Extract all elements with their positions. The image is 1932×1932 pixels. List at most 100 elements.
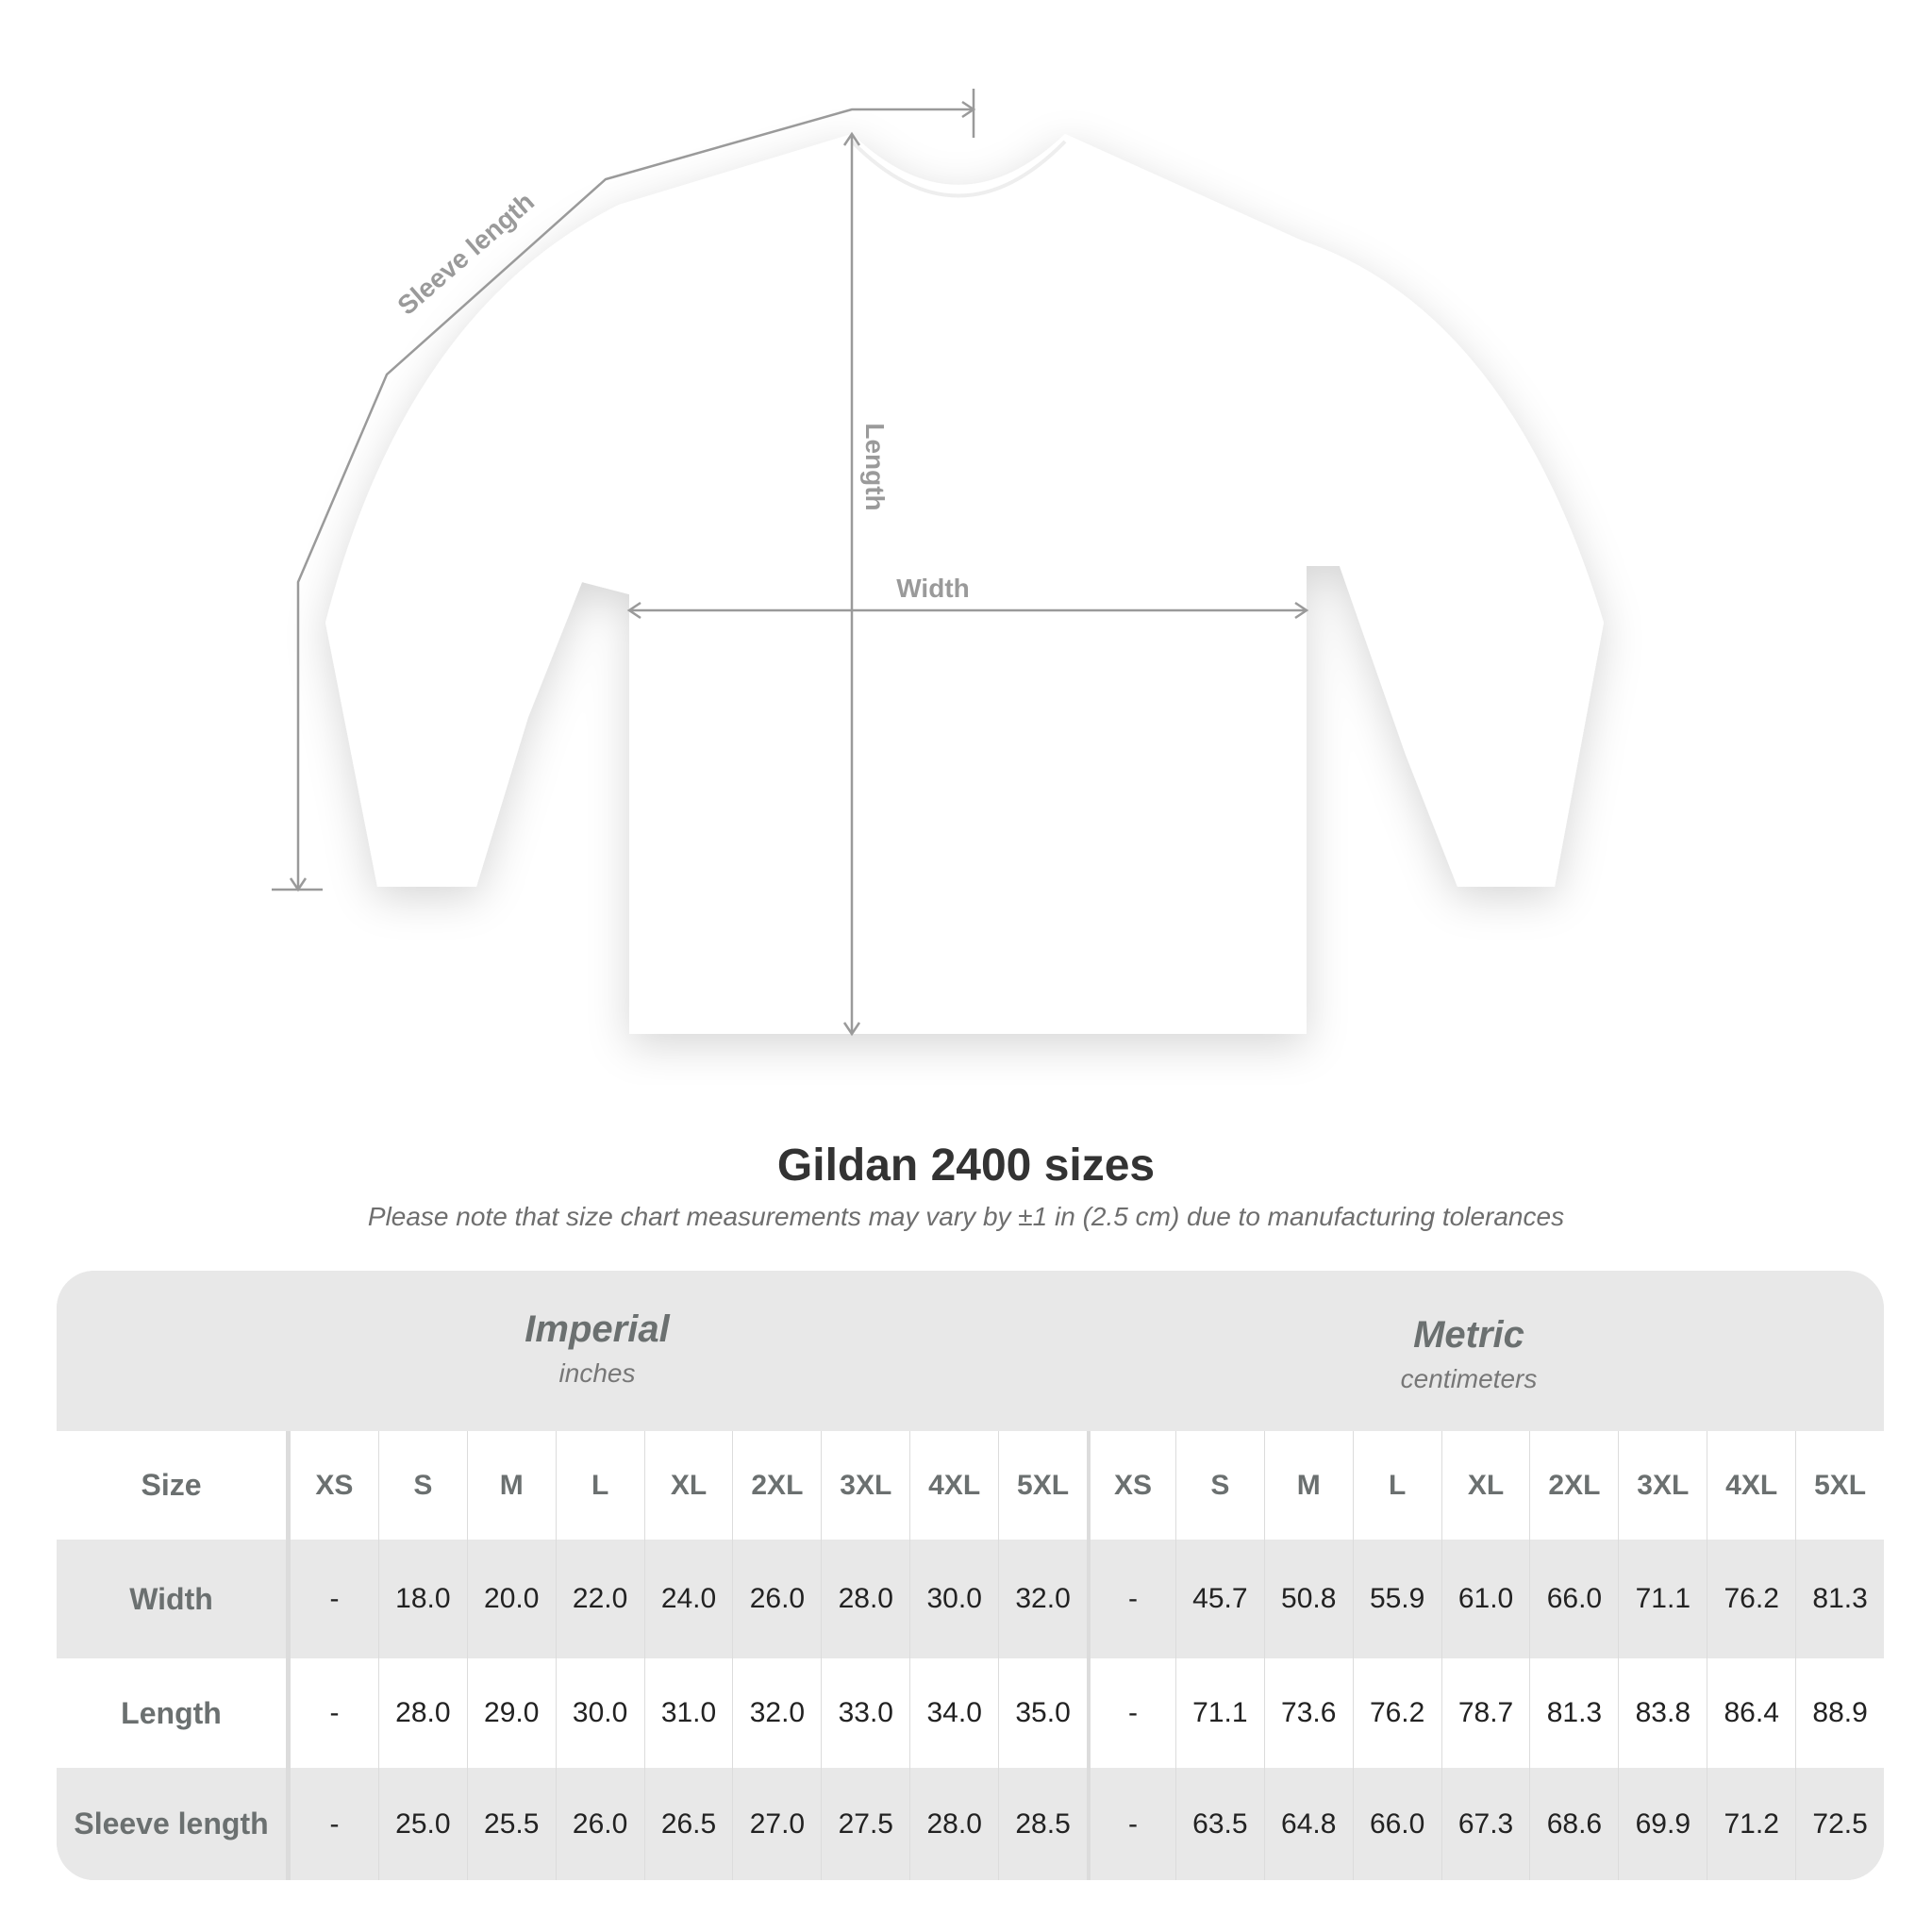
- table-cell: 88.9: [1795, 1658, 1884, 1768]
- size-column-header: 3XL: [1618, 1431, 1707, 1540]
- metric-title: Metric: [1413, 1314, 1524, 1356]
- metric-unit: centimeters: [1400, 1364, 1538, 1393]
- table-cell: 24.0: [643, 1540, 733, 1658]
- arrowhead-icon: [1294, 601, 1309, 620]
- table-cell: 45.7: [1174, 1540, 1264, 1658]
- arrowhead-icon: [289, 877, 308, 892]
- table-cell: 69.9: [1618, 1768, 1707, 1880]
- arrowhead-icon: [626, 601, 641, 620]
- table-row: Width -18.0 20.0 22.0 24.0 26.0 28.0 30.0 32.0-4…: [57, 1540, 1884, 1658]
- size-column-header: S: [377, 1431, 467, 1540]
- imperial-title: Imperial: [525, 1308, 670, 1350]
- metric-header: Metric centimeters: [1186, 1314, 1752, 1394]
- table-cell: 28.0: [377, 1658, 467, 1768]
- size-column-header: XL: [643, 1431, 733, 1540]
- table-cell: 26.0: [555, 1768, 644, 1880]
- table-cell: 26.5: [643, 1768, 733, 1880]
- size-column-header: 5XL: [998, 1431, 1087, 1540]
- size-column-header: 2XL: [732, 1431, 821, 1540]
- table-cell: 20.0: [466, 1540, 556, 1658]
- table-cell: 71.1: [1618, 1540, 1707, 1658]
- table-cell: 67.3: [1441, 1768, 1530, 1880]
- table-cell: 76.2: [1707, 1540, 1795, 1658]
- table-cell: 72.5: [1795, 1768, 1884, 1880]
- size-column-header: XL: [1441, 1431, 1530, 1540]
- imperial-unit: inches: [558, 1358, 636, 1388]
- imperial-header: Imperial inches: [314, 1308, 880, 1389]
- arrowhead-icon: [842, 1022, 861, 1037]
- row-label: Length: [57, 1658, 290, 1768]
- size-column-header: 2XL: [1529, 1431, 1618, 1540]
- table-cell: 71.1: [1174, 1658, 1264, 1768]
- size-column-header: M: [1263, 1431, 1353, 1540]
- row-label: Size: [57, 1431, 290, 1540]
- table-cell: -: [290, 1768, 378, 1880]
- table-cell: 25.5: [466, 1768, 556, 1880]
- shirt-shape: [325, 134, 1604, 1034]
- table-cell: 28.0: [909, 1768, 998, 1880]
- table-cell: 31.0: [643, 1658, 733, 1768]
- size-column-header: S: [1174, 1431, 1264, 1540]
- table-cell: 30.0: [555, 1658, 644, 1768]
- arrowhead-icon: [961, 100, 976, 119]
- size-column-header: XS: [1087, 1431, 1175, 1540]
- row-label: Sleeve length: [57, 1768, 290, 1880]
- table-cell: 25.0: [377, 1768, 467, 1880]
- tolerance-note: Please note that size chart measurements…: [367, 1202, 1565, 1231]
- page-title: Gildan 2400 sizes: [776, 1141, 1156, 1191]
- table-cell: 28.0: [821, 1540, 909, 1658]
- unit-header-band: Imperial inches Metric centimeters: [57, 1271, 1884, 1431]
- table-cell: 66.0: [1352, 1768, 1441, 1880]
- arrowhead-icon: [842, 131, 861, 146]
- length-label: Length: [860, 423, 890, 510]
- row-label: Width: [57, 1540, 290, 1658]
- size-column-header: 4XL: [1707, 1431, 1795, 1540]
- table-cell: 61.0: [1441, 1540, 1530, 1658]
- table-row: Sleeve length -25.0 25.5 26.0 26.5 27.0 27.5 28…: [57, 1768, 1884, 1880]
- table-cell: 34.0: [909, 1658, 998, 1768]
- table-cell: -: [1087, 1540, 1175, 1658]
- table-cell: 29.0: [466, 1658, 556, 1768]
- size-column-header: 3XL: [821, 1431, 909, 1540]
- table-cell: 86.4: [1707, 1658, 1795, 1768]
- table-cell: 50.8: [1263, 1540, 1353, 1658]
- table-cell: -: [290, 1540, 378, 1658]
- size-column-header: L: [555, 1431, 644, 1540]
- table-cell: 35.0: [998, 1658, 1087, 1768]
- table-cell: 83.8: [1618, 1658, 1707, 1768]
- size-column-header: L: [1352, 1431, 1441, 1540]
- table-cell: -: [290, 1658, 378, 1768]
- long-sleeve-shirt-diagram: Sleeve length Length Width: [272, 89, 1604, 1037]
- table-cell: 27.5: [821, 1768, 909, 1880]
- table-cell: 27.0: [732, 1768, 821, 1880]
- size-column-header: XS: [290, 1431, 378, 1540]
- size-column-header: 4XL: [909, 1431, 998, 1540]
- table-cell: -: [1087, 1768, 1175, 1880]
- table-row: Length -28.0 29.0 30.0 31.0 32.0 33.0 34.0 35.0-…: [57, 1658, 1884, 1768]
- table-cell: 55.9: [1352, 1540, 1441, 1658]
- table-cell: 73.6: [1263, 1658, 1353, 1768]
- table-cell: 71.2: [1707, 1768, 1795, 1880]
- table-cell: 22.0: [555, 1540, 644, 1658]
- table-cell: 32.0: [732, 1658, 821, 1768]
- size-column-header: M: [466, 1431, 556, 1540]
- table-cell: 28.5: [998, 1768, 1087, 1880]
- sleeve-measure-line: [296, 108, 974, 890]
- width-label: Width: [896, 574, 970, 603]
- size-header-row: Size XS S M L XL 2XL 3XL 4XL 5XL XS S M L XL 2XL 3XL 4XL 5…: [57, 1431, 1884, 1540]
- table-cell: 30.0: [909, 1540, 998, 1658]
- size-column-header: 5XL: [1795, 1431, 1884, 1540]
- table-cell: 68.6: [1529, 1768, 1618, 1880]
- table-cell: 63.5: [1174, 1768, 1264, 1880]
- table-cell: 33.0: [821, 1658, 909, 1768]
- table-cell: 32.0: [998, 1540, 1087, 1658]
- table-cell: 81.3: [1795, 1540, 1884, 1658]
- table-cell: -: [1087, 1658, 1175, 1768]
- table-cell: 64.8: [1263, 1768, 1353, 1880]
- table-cell: 81.3: [1529, 1658, 1618, 1768]
- table-cell: 76.2: [1352, 1658, 1441, 1768]
- table-cell: 66.0: [1529, 1540, 1618, 1658]
- table-cell: 78.7: [1441, 1658, 1530, 1768]
- collar: [850, 140, 1067, 198]
- size-table: Imperial inches Metric centimeters Size X…: [57, 1271, 1884, 1880]
